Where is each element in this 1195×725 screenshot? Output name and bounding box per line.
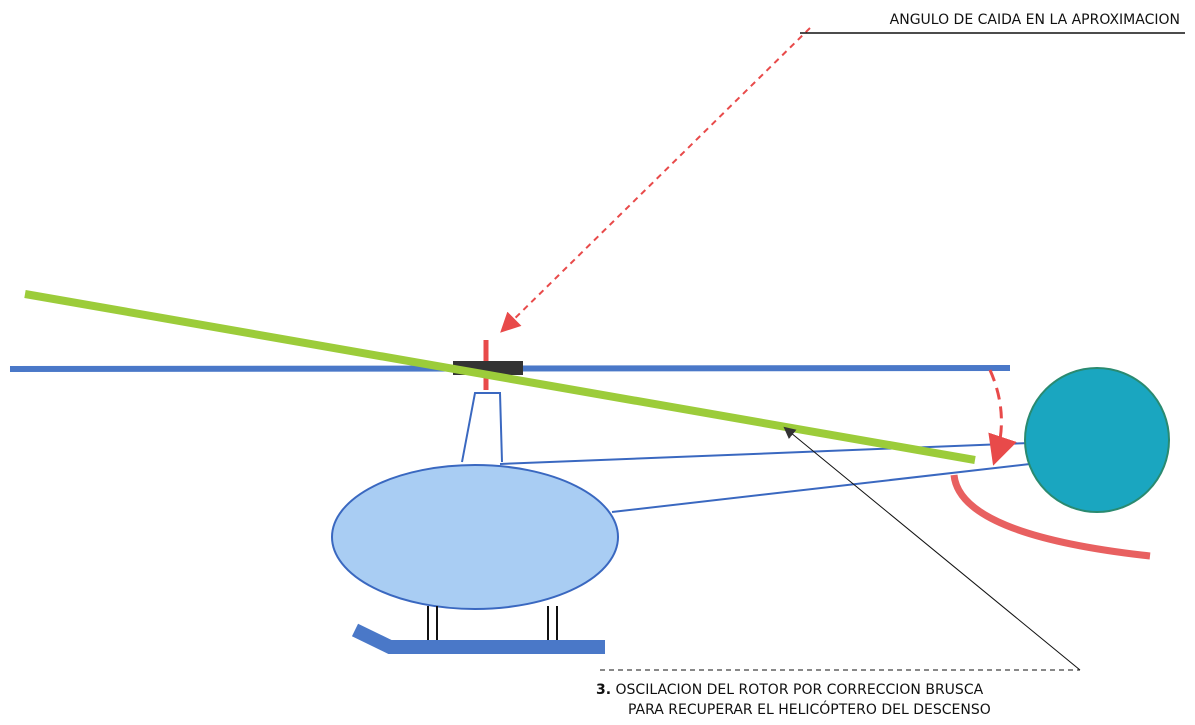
caption-line: OSCILACION DEL ROTOR POR CORRECCION BRUS… xyxy=(616,682,984,698)
tilted-rotor xyxy=(24,290,976,464)
angle-pointer xyxy=(500,27,811,333)
helicopter xyxy=(9,290,1170,654)
bottom-label: 3. OSCILACION DEL ROTOR POR CORRECCION B… xyxy=(596,682,984,698)
caption-line: PARA RECUPERAR EL HELICÓPTERO DEL DESCEN… xyxy=(628,700,991,718)
tail-boom xyxy=(499,442,1031,465)
skid xyxy=(351,623,605,654)
mast xyxy=(461,392,503,463)
skid-struts xyxy=(427,606,558,642)
tail-boom xyxy=(611,463,1031,513)
angle-arc xyxy=(988,369,1017,466)
top-label: ANGULO DE CAIDA EN LA APROXIMACION xyxy=(890,12,1180,28)
oscillation-arc xyxy=(950,474,1151,560)
step-number: 3. xyxy=(596,682,611,698)
oscillation-pointer xyxy=(783,426,1081,671)
cabin xyxy=(331,464,619,610)
tail-rotor xyxy=(1024,367,1170,513)
